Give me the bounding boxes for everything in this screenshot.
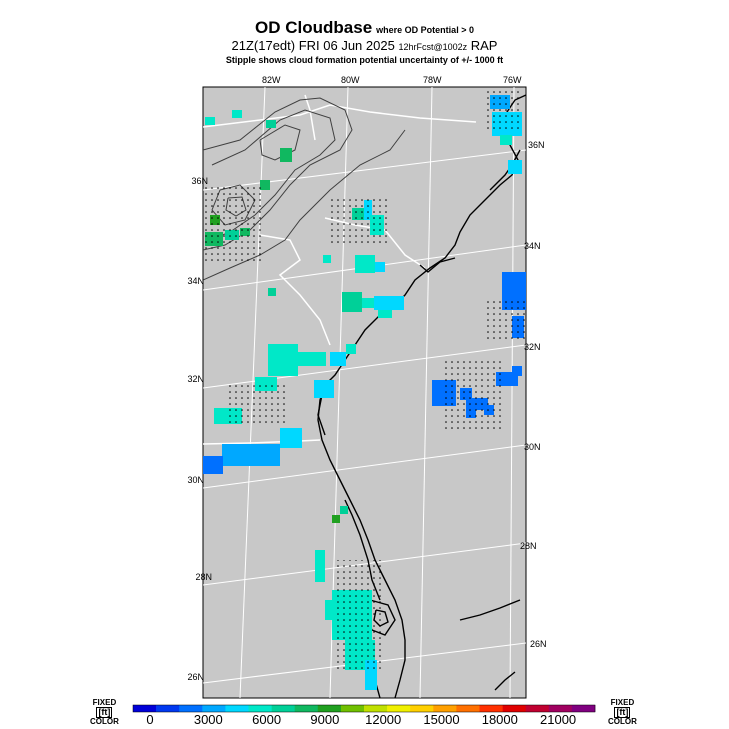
colorbar-swatch <box>502 705 526 712</box>
colorbar-left-fixed: FIXED <box>92 698 117 707</box>
colorbar-swatch <box>433 705 457 712</box>
colorbar-right-label: FIXED [ft] COLOR <box>608 699 637 726</box>
stipple-note: Stipple shows cloud formation potential … <box>225 55 504 65</box>
colorbar-swatch <box>294 705 319 712</box>
colorbar-left-label: FIXED [ft] COLOR <box>90 699 119 726</box>
colorbar-swatch <box>340 705 365 712</box>
colorbar-tick-label: 0 <box>146 712 154 727</box>
lat-label-left-36n: 36N <box>191 176 208 186</box>
colorbar-tick-label: 9000 <box>310 712 340 727</box>
lat-label-right-30n: 30N <box>524 442 541 452</box>
chart-title: OD Cloudbase where OD Potential > 0 <box>0 18 729 38</box>
title-note: where OD Potential > 0 <box>376 25 474 35</box>
colorbar-left-unit: [ft] <box>96 707 113 718</box>
colorbar-swatch <box>410 705 434 712</box>
stipple-areas <box>205 90 525 670</box>
colorbar-right-color: COLOR <box>608 717 637 726</box>
lon-label-82w: 82W <box>262 75 281 85</box>
colorbar-left-color: COLOR <box>90 717 119 726</box>
colorbar-tick-label: 12000 <box>365 712 402 727</box>
lon-label-80w: 80W <box>341 75 360 85</box>
colorbar-tick-label: 18000 <box>481 712 518 727</box>
colorbar-swatch <box>248 705 272 712</box>
colorbar-tick-label: 21000 <box>540 712 577 727</box>
colorbar-swatch <box>271 705 295 712</box>
model-name: RAP <box>470 38 498 53</box>
lat-label-right-32n: 32N <box>524 342 541 352</box>
lat-label-right-36n: 36N <box>528 140 545 150</box>
colorbar-swatch <box>179 705 203 712</box>
lat-labels-right: 36N 34N 32N 30N 28N 26N <box>520 140 547 649</box>
lat-label-left-34n: 34N <box>187 276 204 286</box>
colorbar-swatch <box>456 705 480 712</box>
colorbar-swatch <box>225 705 249 712</box>
colorbar-swatch <box>317 705 342 712</box>
lat-label-right-26n: 26N <box>530 639 547 649</box>
title-main: OD Cloudbase <box>255 18 373 37</box>
colorbar-swatch <box>387 705 411 712</box>
colorbar-swatch <box>525 705 550 712</box>
forecast-line: 21Z(17edt) FRI 06 Jun 2025 12hrFcst@1002… <box>0 38 729 53</box>
colorbar-outline <box>132 704 596 713</box>
colorbar-tick-label: 6000 <box>252 712 282 727</box>
colorbar-swatch <box>548 705 573 712</box>
lat-label-left-30n: 30N <box>187 475 204 485</box>
lat-label-left-26n: 26N <box>187 672 204 682</box>
lon-labels: 82W 80W 78W 76W <box>262 75 522 85</box>
lon-label-76w: 76W <box>503 75 522 85</box>
colorbar-tick-label: 15000 <box>423 712 460 727</box>
lon-label-78w: 78W <box>423 75 442 85</box>
colorbar-swatch <box>202 705 226 712</box>
lat-labels-left: 36N 34N 32N 30N 28N 26N <box>187 176 212 682</box>
lat-label-right-28n: 28N <box>520 541 537 551</box>
colorbar-right-fixed: FIXED <box>610 698 635 707</box>
colorbar-swatch <box>479 705 503 712</box>
colorbar-swatch <box>156 705 180 712</box>
lat-label-left-28n: 28N <box>195 572 212 582</box>
colorbar-right-unit: [ft] <box>614 707 631 718</box>
colorbar-tick-label: 3000 <box>193 712 223 727</box>
colorbar-swatch <box>364 705 388 712</box>
colorbar-swatch <box>133 705 157 712</box>
colorbar <box>132 704 596 713</box>
valid-time: 21Z(17edt) FRI 06 Jun 2025 <box>231 38 395 53</box>
lat-label-right-34n: 34N <box>524 241 541 251</box>
lat-label-left-32n: 32N <box>187 374 204 384</box>
colorbar-swatch <box>571 705 596 712</box>
forecast-hour: 12hrFcst@1002z <box>398 42 468 52</box>
